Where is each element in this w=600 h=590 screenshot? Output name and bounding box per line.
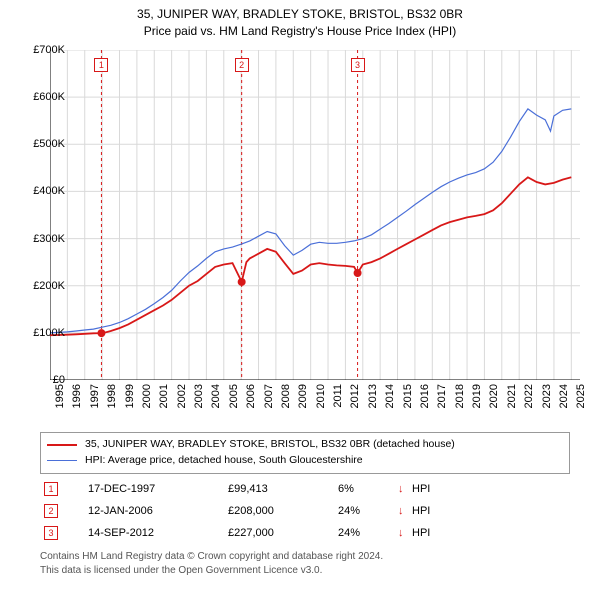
x-tick-label: 2004 (210, 384, 222, 424)
y-tick-label: £200K (5, 280, 65, 292)
sales-num-box: 3 (44, 526, 58, 540)
x-tick-label: 2015 (402, 384, 414, 424)
y-tick-label: £300K (5, 233, 65, 245)
x-tick-label: 2006 (245, 384, 257, 424)
footer-attribution: Contains HM Land Registry data © Crown c… (40, 550, 570, 578)
x-tick-label: 1995 (54, 384, 66, 424)
title-subtitle: Price paid vs. HM Land Registry's House … (0, 23, 600, 40)
sales-price: £227,000 (228, 527, 338, 539)
sale-marker-box: 3 (351, 58, 365, 72)
chart-area (50, 50, 580, 380)
x-tick-label: 2000 (141, 384, 153, 424)
chart-container: 35, JUNIPER WAY, BRADLEY STOKE, BRISTOL,… (0, 0, 600, 590)
y-tick-label: £500K (5, 138, 65, 150)
title-block: 35, JUNIPER WAY, BRADLEY STOKE, BRISTOL,… (0, 0, 600, 41)
sales-row: 3 14-SEP-2012£227,00024%↓HPI (40, 522, 570, 544)
y-tick-label: £700K (5, 44, 65, 56)
x-tick-label: 2018 (454, 384, 466, 424)
chart-svg (50, 50, 580, 380)
x-tick-label: 2022 (523, 384, 535, 424)
sale-marker-box: 1 (94, 58, 108, 72)
x-tick-label: 2025 (575, 384, 587, 424)
x-tick-label: 2007 (263, 384, 275, 424)
sales-price: £208,000 (228, 505, 338, 517)
x-tick-label: 2011 (332, 384, 344, 424)
x-tick-label: 2019 (471, 384, 483, 424)
x-tick-label: 2021 (506, 384, 518, 424)
x-tick-label: 1997 (89, 384, 101, 424)
x-tick-label: 2010 (315, 384, 327, 424)
down-arrow-icon: ↓ (398, 527, 412, 539)
x-tick-label: 2017 (436, 384, 448, 424)
y-tick-label: £600K (5, 91, 65, 103)
sales-hpi-label: HPI (412, 483, 442, 495)
legend-box: 35, JUNIPER WAY, BRADLEY STOKE, BRISTOL,… (40, 432, 570, 474)
footer-line2: This data is licensed under the Open Gov… (40, 564, 570, 578)
down-arrow-icon: ↓ (398, 505, 412, 517)
x-tick-label: 2003 (193, 384, 205, 424)
legend-label-hpi: HPI: Average price, detached house, Sout… (85, 453, 363, 469)
legend-swatch-hpi (47, 460, 77, 461)
x-tick-label: 2012 (349, 384, 361, 424)
x-tick-label: 1998 (106, 384, 118, 424)
legend-label-price: 35, JUNIPER WAY, BRADLEY STOKE, BRISTOL,… (85, 437, 455, 453)
sales-num-box: 1 (44, 482, 58, 496)
sales-date: 17-DEC-1997 (88, 483, 228, 495)
sales-price: £99,413 (228, 483, 338, 495)
y-tick-label: £100K (5, 327, 65, 339)
sales-date: 12-JAN-2006 (88, 505, 228, 517)
title-address: 35, JUNIPER WAY, BRADLEY STOKE, BRISTOL,… (0, 6, 600, 23)
x-tick-label: 2001 (158, 384, 170, 424)
sales-num-box: 2 (44, 504, 58, 518)
sales-row: 1 17-DEC-1997£99,4136%↓HPI (40, 478, 570, 500)
sales-pct: 24% (338, 527, 398, 539)
sales-pct: 6% (338, 483, 398, 495)
x-tick-label: 2016 (419, 384, 431, 424)
down-arrow-icon: ↓ (398, 483, 412, 495)
x-tick-label: 1996 (71, 384, 83, 424)
legend-row-hpi: HPI: Average price, detached house, Sout… (47, 453, 563, 469)
sale-marker-box: 2 (235, 58, 249, 72)
x-tick-label: 2009 (297, 384, 309, 424)
x-tick-label: 2013 (367, 384, 379, 424)
x-tick-label: 2024 (558, 384, 570, 424)
legend-row-price: 35, JUNIPER WAY, BRADLEY STOKE, BRISTOL,… (47, 437, 563, 453)
footer-line1: Contains HM Land Registry data © Crown c… (40, 550, 570, 564)
sales-table: 117-DEC-1997£99,4136%↓HPI212-JAN-2006£20… (40, 478, 570, 544)
sales-pct: 24% (338, 505, 398, 517)
sales-row: 2 12-JAN-2006£208,00024%↓HPI (40, 500, 570, 522)
sales-date: 14-SEP-2012 (88, 527, 228, 539)
x-tick-label: 2008 (280, 384, 292, 424)
legend-swatch-price (47, 444, 77, 446)
x-tick-label: 2014 (384, 384, 396, 424)
sales-hpi-label: HPI (412, 505, 442, 517)
x-tick-label: 2005 (228, 384, 240, 424)
y-tick-label: £400K (5, 185, 65, 197)
x-tick-label: 1999 (124, 384, 136, 424)
x-tick-label: 2002 (176, 384, 188, 424)
sales-hpi-label: HPI (412, 527, 442, 539)
x-tick-label: 2023 (541, 384, 553, 424)
x-tick-label: 2020 (488, 384, 500, 424)
